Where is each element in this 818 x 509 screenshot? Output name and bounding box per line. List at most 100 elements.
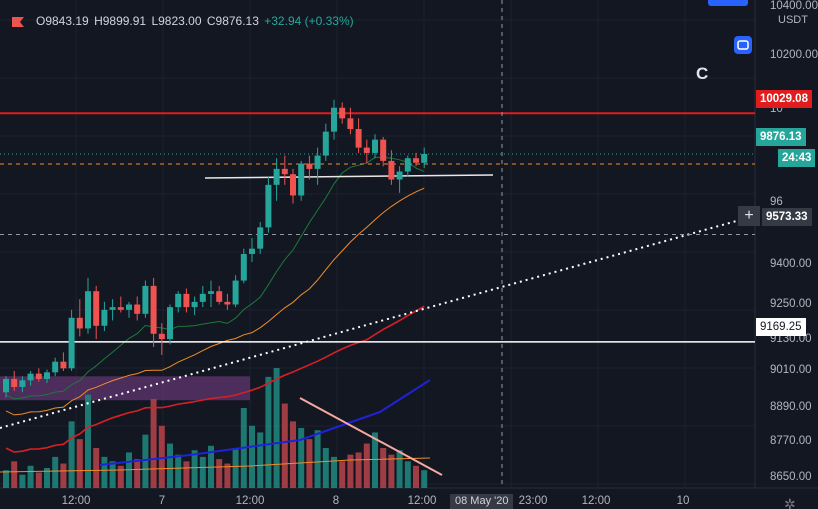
pattern-annotation: C — [696, 64, 709, 83]
candle-body — [3, 378, 9, 393]
volume-bar — [3, 470, 9, 488]
volume-bar — [339, 461, 346, 488]
volume-bar — [134, 459, 141, 488]
support-price-tag: 9169.25 — [756, 318, 806, 336]
legend-high: H9899.91 — [94, 14, 147, 28]
volume-bar — [290, 421, 296, 488]
price-tick: 8650.00 — [770, 471, 812, 483]
candle-body — [380, 139, 387, 161]
candle-body — [404, 158, 411, 172]
volume-bar — [314, 430, 321, 488]
time-tick: 12:00 — [235, 495, 265, 507]
add-alert-button[interactable]: + — [738, 206, 760, 226]
volume-bar — [191, 450, 198, 488]
volume-bar — [404, 461, 411, 488]
candle-body — [19, 380, 26, 387]
candle-body — [27, 373, 34, 381]
candle-body — [167, 307, 173, 340]
candle-body — [117, 307, 124, 310]
volume-bar — [273, 368, 280, 488]
candle-body — [142, 285, 149, 314]
price-tick: 9010.00 — [770, 364, 812, 376]
candle-body — [322, 131, 329, 156]
volume-bar — [27, 465, 34, 488]
candle-body — [60, 361, 67, 369]
time-tick: 12:00 — [407, 495, 437, 507]
candle-body — [314, 155, 321, 169]
candle-body — [413, 158, 419, 163]
price-tick: 8890.00 — [770, 401, 812, 413]
volume-bar — [142, 434, 149, 488]
price-tick: 10400.00 — [770, 0, 818, 12]
candle-body — [273, 168, 280, 185]
candle-body — [44, 372, 50, 379]
candle-body — [68, 317, 75, 369]
candle-body — [191, 301, 198, 308]
legend-close: C9876.13 — [206, 14, 259, 28]
volume-bar — [355, 452, 362, 488]
candle-body — [306, 163, 313, 169]
candle-body — [216, 291, 223, 302]
resistance-price-tag: 10029.08 — [756, 90, 812, 108]
candle-body — [224, 301, 231, 305]
candle-body — [175, 293, 182, 308]
volume-bar — [11, 461, 18, 488]
candle-body — [76, 317, 83, 329]
price-tick: 9130.00 — [770, 333, 812, 345]
time-tick: 12:00 — [581, 495, 611, 507]
ma-red-line — [5, 305, 425, 453]
settings-gear-icon[interactable]: ✲ — [784, 496, 796, 509]
price-tick: 10200.00 — [770, 49, 818, 61]
volume-bar — [150, 399, 157, 488]
legend-change: +32.94 (+0.33%) — [264, 14, 354, 28]
volume-bar — [281, 403, 288, 488]
volume-bar — [380, 448, 387, 488]
volume-bar — [257, 432, 264, 488]
candle-body — [265, 184, 272, 228]
candle-body — [35, 373, 42, 379]
candle-body — [109, 307, 116, 310]
candle-body — [85, 291, 91, 329]
candle-body — [355, 128, 362, 148]
neckline — [204, 174, 494, 179]
volume-bar — [93, 448, 100, 488]
volume-bar — [372, 432, 378, 488]
crosshair-price-tag: 9573.33 — [762, 208, 812, 226]
dotted-trendline — [0, 219, 741, 429]
volume-bar — [52, 456, 59, 488]
volume-bar — [421, 470, 428, 488]
volume-bar — [101, 456, 108, 488]
volume-bar — [388, 454, 395, 488]
ohlc-legend: O9843.19 H9899.91 L9823.00 C9876.13 +32.… — [36, 14, 356, 28]
volume-bar — [224, 463, 231, 488]
volume-bar — [44, 468, 50, 488]
legend-low: L9823.00 — [151, 14, 202, 28]
volume-bar — [175, 454, 182, 488]
toolbar-button[interactable] — [708, 0, 748, 6]
flag-icon[interactable] — [12, 14, 24, 27]
price-tick: 9250.00 — [770, 298, 812, 310]
volume-bar — [117, 465, 124, 488]
volume-bar — [322, 448, 329, 488]
volume-bar — [363, 443, 370, 488]
candle-body — [126, 304, 132, 310]
candle-body — [388, 160, 395, 180]
candle-body — [363, 147, 370, 153]
candle-body — [249, 248, 255, 254]
volume-bar — [298, 428, 305, 488]
candle-body — [93, 291, 100, 326]
candle-body — [101, 309, 108, 326]
candle-body — [339, 107, 346, 119]
candle-body — [298, 163, 305, 196]
candle-body — [52, 361, 59, 373]
volume-trendline — [299, 397, 443, 476]
candle-body — [150, 285, 157, 334]
candle-body — [208, 291, 214, 294]
sync-icon[interactable] — [734, 36, 752, 54]
time-tick: 23:00 — [518, 495, 548, 507]
candle-body — [372, 139, 378, 153]
last-price-tag: 9876.13 — [756, 128, 806, 146]
price-tick: 9400.00 — [770, 258, 812, 270]
